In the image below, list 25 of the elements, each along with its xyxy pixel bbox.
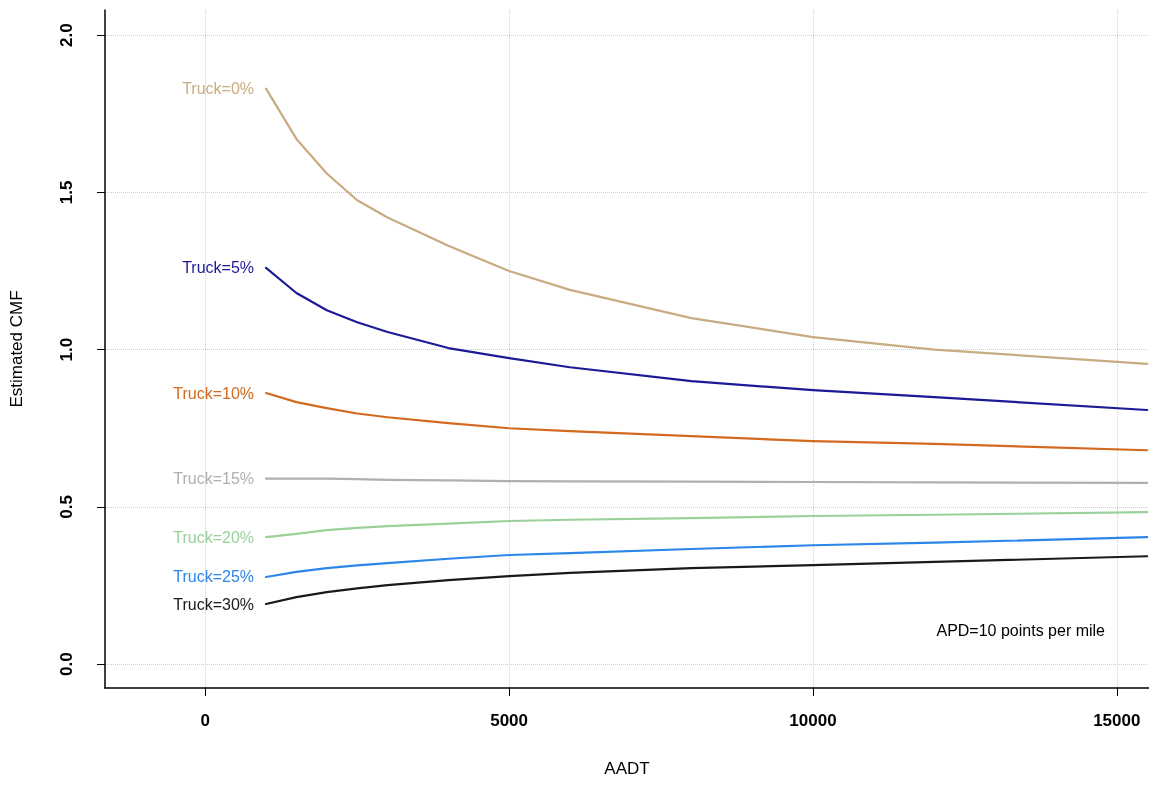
y-tick-label: 0.5 <box>57 495 76 519</box>
line-series <box>264 535 1149 579</box>
y-tick-label: 0.0 <box>57 652 76 676</box>
y-axis-title: Estimated CMF <box>7 290 26 408</box>
series-label: Truck=30% <box>173 595 255 613</box>
x-tick-label: 0 <box>200 711 210 730</box>
x-tick-label: 15000 <box>1093 711 1141 730</box>
line-series <box>264 266 1149 412</box>
series-label: Truck=0% <box>182 80 255 98</box>
line-series <box>264 87 1149 365</box>
x-tick-label: 10000 <box>789 711 837 730</box>
x-tick-label: 5000 <box>490 711 529 730</box>
x-axis-title: AADT <box>604 759 650 778</box>
line-series <box>264 511 1149 539</box>
line-series <box>264 391 1149 452</box>
series-label: Truck=15% <box>173 470 255 488</box>
y-tick-label: 1.5 <box>57 180 76 205</box>
line-series <box>264 555 1149 606</box>
series-label: Truck=20% <box>173 528 255 546</box>
series-label: Truck=10% <box>173 384 255 402</box>
series-label: Truck=25% <box>173 568 255 586</box>
y-tick-label: 1.0 <box>57 337 76 362</box>
y-tick-label: 2.0 <box>57 23 76 47</box>
series-label: Truck=5% <box>182 259 255 277</box>
annotation: APD=10 points per mile <box>936 621 1106 639</box>
